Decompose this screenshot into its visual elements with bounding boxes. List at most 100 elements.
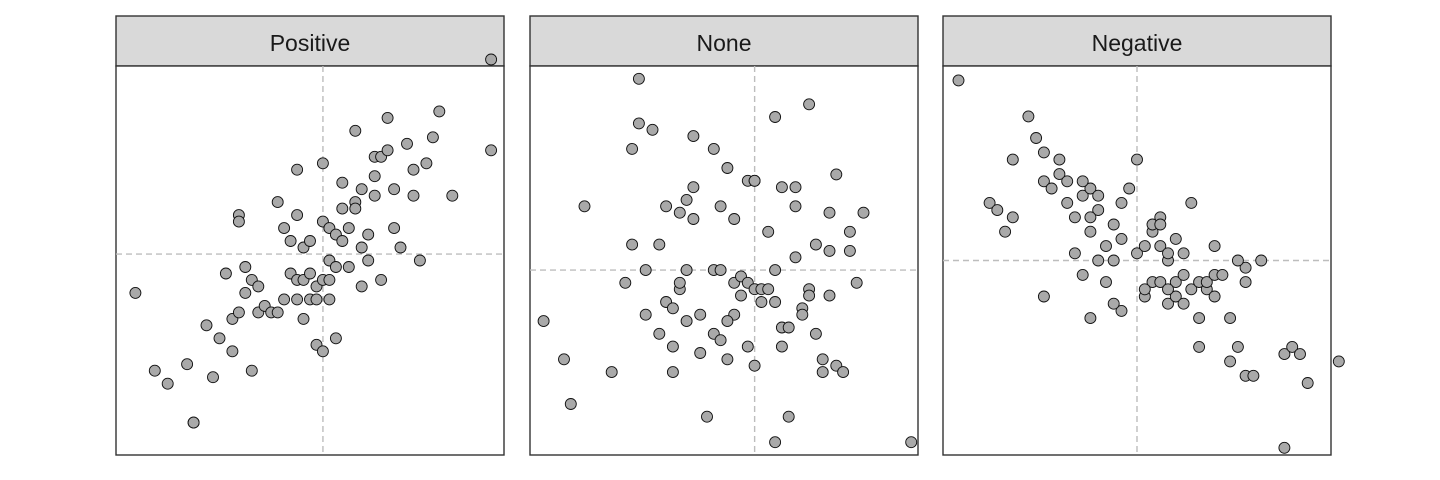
scatter-point-none [714,264,727,277]
scatter-point-negative [1177,268,1190,281]
scatter-point-negative [1076,175,1089,188]
scatter-point-positive [368,189,381,202]
scatter-point-negative [1092,189,1105,202]
scatter-point-none [687,181,700,194]
scatter-point-positive [232,306,245,319]
scatter-point-positive [426,131,439,144]
panel-none: None [529,15,919,456]
scatter-point-positive [213,332,226,345]
scatter-point-negative [1193,340,1206,353]
scatter-point-positive [420,157,433,170]
scatter-point-negative [1216,268,1229,281]
scatter-point-positive [388,183,401,196]
scatter-point-negative [1084,211,1097,224]
strip-none [529,15,919,67]
strip-negative [942,15,1332,67]
scatter-point-positive [485,53,498,66]
scatter-point-negative [1231,254,1244,267]
scatter-point-none [782,410,795,423]
scatter-point-positive [342,261,355,273]
scatter-point-positive [232,215,245,228]
scatter-point-negative [1037,290,1050,303]
scatter-point-positive [271,306,284,319]
scatter-point-negative [1084,312,1097,325]
scatter-point-none [619,276,632,289]
scatter-point-none [639,264,652,277]
scatter-point-none [769,264,782,277]
scatter-point-positive [394,241,407,254]
scatter-point-negative [1037,175,1050,188]
scatter-point-negative [1169,276,1182,289]
scatter-point-none [680,193,693,206]
scatter-point-negative [1092,254,1105,267]
scatter-point-positive [336,202,349,215]
scatter-point-none [803,289,816,302]
scatter-point-positive [355,183,368,196]
scatter-point-none [626,238,639,251]
scatter-point-none [537,315,550,328]
scatter-point-negative [1076,268,1089,281]
scatter-point-none [748,359,761,372]
scatter-point-positive [304,235,316,247]
scatter-point-positive [291,293,304,306]
strip-label-positive: Positive [270,30,351,56]
scatter-point-none [728,213,741,225]
scatter-point-positive [349,202,362,215]
plot-area-none [529,65,919,456]
scatter-point-positive [355,241,368,254]
scatter-point-negative [1084,225,1097,238]
scatter-point-none [816,366,829,379]
scatter-point-none [803,98,816,111]
scatter-point-none [905,436,918,449]
scatter-point-negative [1053,153,1066,166]
scatter-point-positive [278,222,291,235]
scatter-point-none [721,315,734,328]
scatter-point-negative [1200,276,1213,289]
scatter-point-negative [1278,441,1291,454]
scatter-point-none [646,123,659,136]
scatter-point-none [721,353,734,366]
scatter-point-negative [1239,276,1252,289]
scatter-point-none [843,244,856,257]
scatter-point-positive [362,228,375,241]
scatter-point-positive [355,280,368,293]
scatter-point-negative [1131,247,1143,260]
scatter-point-positive [381,144,394,157]
scatter-point-negative [1107,297,1120,310]
scatter-point-none [687,213,700,225]
scatter-point-none [809,327,822,340]
scatter-point-none [823,206,836,219]
scatter-point-negative [1115,196,1128,209]
scatter-point-positive [433,105,446,118]
scatter-point-negative [1332,355,1345,368]
scatter-point-negative [1255,254,1268,267]
scatter-point-negative [1162,247,1174,260]
scatter-point-none [666,366,679,379]
scatter-point-negative [1115,304,1128,317]
scatter-point-none [809,238,822,251]
scatter-point-none [666,340,679,353]
scatter-point-negative [1154,218,1167,231]
scatter-point-none [680,315,693,328]
scatter-point-negative [1294,348,1306,361]
scatter-point-negative [1177,247,1190,260]
scatter-point-none [714,334,727,347]
scatter-point-none [789,251,802,264]
scatter-point-positive [310,293,323,306]
scatter-point-negative [1061,175,1074,188]
scatter-point-none [769,111,782,123]
plot-area-positive [115,65,505,456]
scatter-point-none [789,200,802,213]
scatter-point-none [816,353,829,366]
scatter-point-positive [304,267,316,280]
scatter-point-none [769,296,782,308]
scatter-point-none [605,366,618,379]
scatter-point-positive [368,170,381,183]
scatter-point-none [762,225,775,238]
scatter-point-negative [1115,232,1128,245]
scatter-point-none [653,327,666,340]
scatter-point-none [694,347,707,359]
scatter-point-none [673,276,686,289]
scatter-point-none [632,117,645,130]
scatter-point-positive [161,377,174,390]
